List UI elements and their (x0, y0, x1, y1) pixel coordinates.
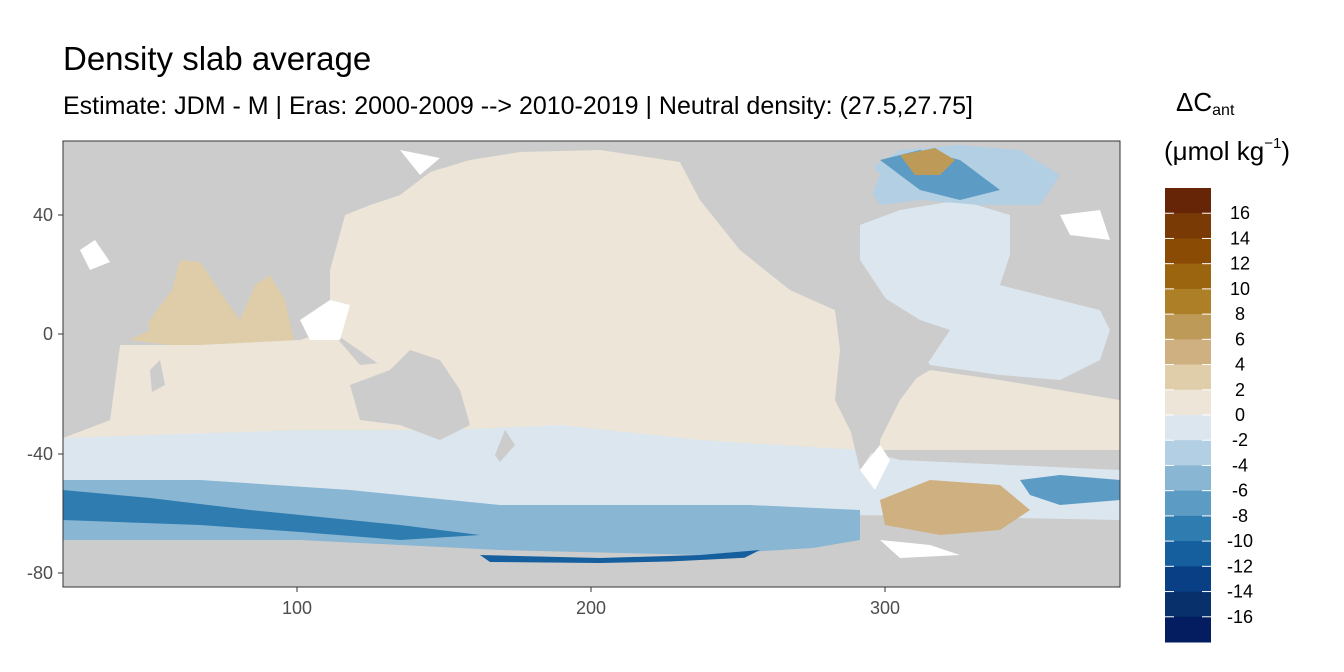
legend-break-label: -4 (1232, 455, 1248, 475)
legend-title-subscript: ant (1212, 102, 1235, 119)
legend-break-label: 0 (1235, 405, 1245, 425)
legend-bin (1165, 238, 1211, 265)
ocean-nordic-seas (900, 148, 955, 175)
y-axis-labels: 40 0 -40 -80 (27, 205, 53, 583)
land-south-america (835, 295, 950, 470)
legend-bin (1165, 465, 1211, 492)
legend-break-label: -8 (1232, 506, 1248, 526)
x-axis-labels: 100 200 300 (282, 598, 900, 618)
land-africa (63, 220, 150, 438)
land-eurasia (63, 141, 430, 320)
legend-break-label: 6 (1235, 329, 1245, 349)
nodata-mediterranean (1060, 210, 1110, 240)
legend-break-label: 2 (1235, 380, 1245, 400)
legend-bin (1165, 339, 1211, 366)
ocean-circumpolar-core (63, 490, 480, 540)
legend-bin (1165, 314, 1211, 340)
land-new-zealand (495, 430, 515, 462)
nodata-red-sea (80, 240, 110, 270)
legend-break-label: 10 (1230, 279, 1250, 299)
land-antarctica (63, 540, 1120, 587)
legend-break-label: -2 (1232, 430, 1248, 450)
legend-bin (1165, 490, 1211, 517)
legend-unit: (μmol kg−1) (1164, 135, 1290, 167)
legend-break-label: -14 (1227, 582, 1253, 602)
legend-break-label: -10 (1227, 531, 1253, 551)
land-australia (350, 350, 470, 440)
legend-bin (1165, 213, 1211, 239)
land-africa-east (1000, 230, 1120, 400)
legend-labels: 16 14 12 10 8 6 4 2 0 -2 -4 -6 -8 -10 -12 -14 -16 (1227, 203, 1253, 627)
chart-title: Density slab average (63, 40, 372, 77)
axis-ticks (58, 214, 886, 592)
legend-bin (1165, 591, 1211, 618)
legend-bin (1165, 616, 1211, 643)
legend-bin (1165, 566, 1211, 593)
nodata-indonesia (300, 300, 350, 340)
legend-break-label: -12 (1227, 556, 1253, 576)
legend-break-label: 16 (1230, 203, 1250, 223)
legend-colorbar (1165, 188, 1211, 643)
legend-bin (1165, 263, 1211, 290)
legend-break-label: 8 (1235, 304, 1245, 324)
ocean-circumpolar-band (63, 480, 860, 555)
x-tick-label: 300 (870, 598, 900, 618)
legend-title-symbol: ΔC (1176, 87, 1213, 117)
legend-title: ΔCant (1176, 87, 1234, 120)
legend-break-label: 4 (1235, 355, 1245, 375)
x-tick-label: 100 (282, 598, 312, 618)
legend-bin (1165, 288, 1211, 315)
legend-break-label: 14 (1230, 228, 1250, 248)
legend-unit-close: ) (1281, 136, 1290, 166)
ocean-antarctic-margin (480, 550, 760, 563)
y-tick-label: 0 (43, 324, 53, 344)
legend-bin (1165, 188, 1211, 214)
chart-subtitle: Estimate: JDM - M | Eras: 2000-2009 --> … (63, 92, 973, 120)
legend-bin (1165, 515, 1211, 542)
legend-unit-exponent: −1 (1264, 135, 1282, 152)
legend-break-label: -16 (1227, 607, 1253, 627)
ocean-pacific-basin (330, 150, 860, 460)
legend-break-label: 12 (1230, 254, 1250, 274)
ocean-east-atlantic-sector (1020, 475, 1120, 505)
y-tick-label: -80 (27, 563, 53, 583)
legend-bin (1165, 389, 1211, 416)
nodata-weddell (880, 540, 960, 558)
y-tick-label: -40 (27, 444, 53, 464)
legend-bin (1165, 415, 1211, 441)
ocean-arabian-sea (130, 260, 295, 350)
nodata-okhotsk (400, 150, 440, 175)
legend-unit-main: (μmol kg (1164, 136, 1265, 166)
ocean-weddell-sea (880, 480, 1030, 535)
legend-bin (1165, 364, 1211, 391)
y-tick-label: 40 (33, 205, 53, 225)
map-panel (63, 141, 1120, 587)
land-greenland (955, 141, 1120, 175)
land-north-america (680, 150, 880, 310)
x-tick-label: 200 (576, 598, 606, 618)
legend-break-label: -6 (1232, 481, 1248, 501)
nodata-patagonia (860, 445, 890, 490)
legend-bin (1165, 541, 1211, 567)
land-madagascar (150, 360, 165, 392)
legend-bin (1165, 440, 1211, 466)
